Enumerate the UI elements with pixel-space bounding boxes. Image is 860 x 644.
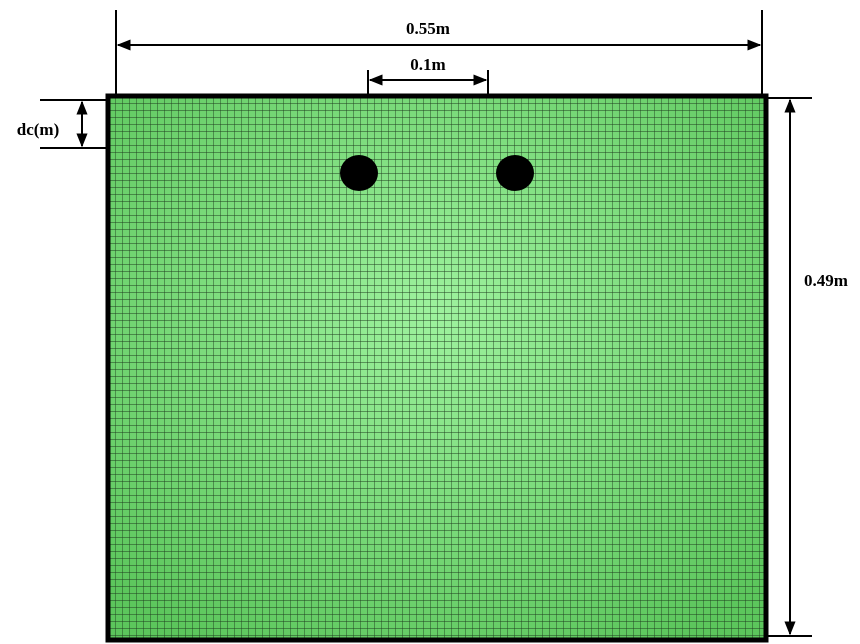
hole	[340, 155, 378, 191]
depth-label: dc(m)	[17, 120, 59, 139]
mesh-grid	[108, 96, 766, 640]
hole	[496, 155, 534, 191]
spacing-label: 0.1m	[410, 55, 445, 74]
mesh-diagram: 0.55m 0.1m 0.49m dc(m)	[0, 0, 860, 644]
width-label: 0.55m	[406, 19, 450, 38]
height-label: 0.49m	[804, 271, 848, 290]
